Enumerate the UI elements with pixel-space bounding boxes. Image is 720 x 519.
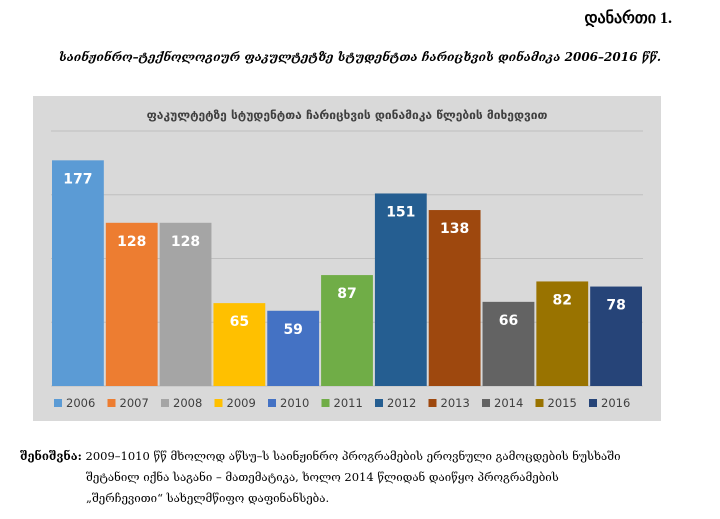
legend-swatch-2011: [321, 399, 330, 407]
document-title: საინჟინრო–ტექნოლოგიურ ფაკულტეტზე სტუდენტ…: [58, 50, 662, 64]
legend-swatch-2012: [375, 399, 383, 407]
legend-swatch-2016: [589, 399, 597, 407]
legend-label-2013: 2013: [441, 396, 470, 410]
note-line-2: შეტანილ იქნა საგანი – მათემატიკა, ხოლო 2…: [86, 470, 559, 484]
legend-label-2007: 2007: [120, 396, 149, 410]
bar-2008: [159, 222, 212, 386]
data-label-2013: 138: [440, 221, 469, 237]
annex-label: დანართი 1.: [584, 10, 672, 27]
legend-label-2014: 2014: [494, 396, 523, 410]
note-line-3: „შერჩევითი“ სახელმწიფო დაფინანსება.: [86, 491, 330, 505]
legend-label-2010: 2010: [280, 396, 309, 410]
bar-2015: [536, 281, 589, 386]
data-label-2008: 128: [171, 234, 200, 250]
data-label-2009: 65: [230, 314, 249, 330]
bar-chart: 177 128 128 65 59 87 151 138 66 82 78 2006 2007 2008 2…: [51, 130, 643, 410]
bar-2006: [52, 160, 104, 386]
data-label-2012: 151: [386, 204, 415, 220]
note-label: შენიშვნა:: [20, 449, 82, 463]
legend-label-2011: 2011: [334, 396, 363, 410]
legend-swatch-2010: [268, 399, 276, 407]
bar-2013: [428, 210, 481, 386]
bar-2009: [213, 303, 266, 386]
data-label-2014: 66: [499, 313, 518, 329]
legend-swatch-2014: [482, 399, 490, 407]
legend-swatch-2007: [107, 399, 116, 407]
legend-swatch-2015: [535, 399, 544, 407]
bar-2007: [105, 222, 158, 386]
legend-swatch-2013: [428, 399, 437, 407]
legend-label-2015: 2015: [548, 396, 577, 410]
chart-area: ფაკულტეტზე სტუდენტთა ჩარიცხვის დინამიკა …: [33, 96, 661, 421]
legend-swatch-2009: [214, 399, 223, 407]
legend-swatch-2008: [161, 399, 169, 407]
bar-2014: [482, 301, 535, 386]
legend-label-2006: 2006: [66, 396, 95, 410]
legend-label-2012: 2012: [387, 396, 416, 410]
note-text-1: 2009–1010 წწ მხოლოდ აწსუ–ს საინჟინრო პრო…: [85, 449, 621, 463]
data-label-2011: 87: [337, 286, 356, 302]
data-label-2015: 82: [553, 292, 572, 308]
data-label-2010: 59: [283, 322, 302, 338]
bar-2011: [321, 275, 373, 386]
data-label-2007: 128: [117, 234, 146, 250]
data-label-2006: 177: [63, 171, 92, 187]
bar-2016: [590, 286, 642, 386]
bar-2012: [374, 193, 427, 386]
legend-swatch-2006: [54, 399, 62, 407]
chart-title: ფაკულტეტზე სტუდენტთა ჩარიცხვის დინამიკა …: [146, 108, 548, 122]
bar-2010: [267, 310, 320, 386]
legend-label-2009: 2009: [227, 396, 256, 410]
legend-label-2016: 2016: [601, 396, 630, 410]
data-label-2016: 78: [606, 298, 625, 314]
footnote: შენიშვნა: 2009–1010 წწ მხოლოდ აწსუ–ს საი…: [20, 446, 700, 509]
note-line-1: შენიშვნა: 2009–1010 წწ მხოლოდ აწსუ–ს საი…: [20, 446, 700, 467]
legend-label-2008: 2008: [173, 396, 202, 410]
